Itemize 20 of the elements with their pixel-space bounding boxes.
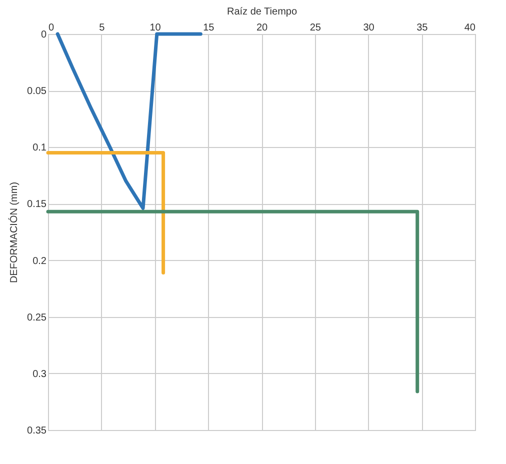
y-tick-label: 0.2 bbox=[32, 256, 47, 267]
y-tick-label: 0.35 bbox=[27, 426, 47, 436]
y-tick-label: 0.15 bbox=[27, 199, 47, 210]
x-tick-label: 40 bbox=[464, 22, 476, 34]
x-axis-title: Raíz de Tiempo bbox=[226, 6, 298, 18]
y-tick-label: 0.1 bbox=[32, 142, 47, 154]
line-series bbox=[56, 32, 202, 210]
x-tick-label: 10 bbox=[150, 22, 162, 34]
y-axis-title: DEFORMACIÓN (mm) bbox=[8, 182, 20, 284]
y-tick-label: 0.25 bbox=[27, 312, 47, 324]
x-tick-label: 25 bbox=[310, 22, 322, 34]
x-tick-label: 35 bbox=[416, 22, 428, 34]
x-tick-label: 0 bbox=[48, 22, 54, 34]
x-tick-label: 20 bbox=[256, 22, 268, 34]
y-tick-label: 0.3 bbox=[32, 368, 47, 380]
x-tick-label: 5 bbox=[99, 22, 106, 34]
x-tick-label: 30 bbox=[363, 22, 375, 34]
y-tick-label: 0 bbox=[40, 30, 47, 40]
y-tick-label: 0.05 bbox=[27, 86, 47, 98]
x-tick-label: 15 bbox=[203, 22, 215, 34]
